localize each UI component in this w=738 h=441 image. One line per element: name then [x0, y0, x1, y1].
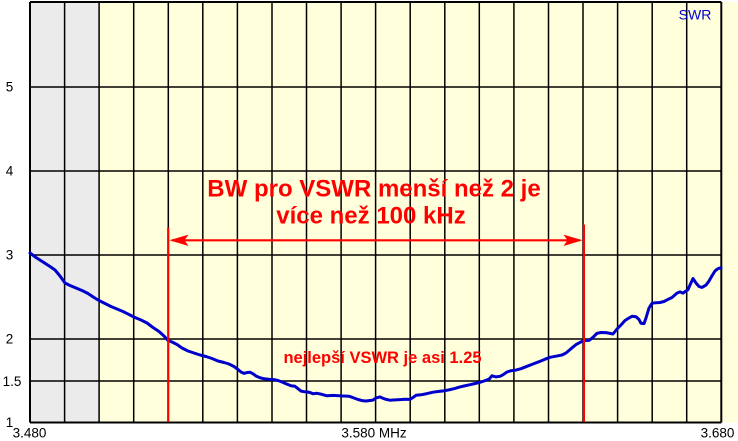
svg-text:1: 1: [6, 415, 14, 430]
svg-text:1.5: 1.5: [3, 374, 22, 389]
svg-text:5: 5: [6, 80, 14, 95]
svg-text:3.580 MHz: 3.580 MHz: [341, 426, 407, 441]
svg-text:3.480: 3.480: [13, 426, 47, 441]
svg-text:3: 3: [6, 248, 14, 263]
svg-text:4: 4: [6, 164, 14, 179]
svg-text:BW pro VSWR menší než 2 je: BW pro VSWR menší než 2 je: [207, 176, 540, 203]
svg-text:3.680: 3.680: [701, 426, 735, 441]
svg-text:nejlepší VSWR je asi 1.25: nejlepší VSWR je asi 1.25: [283, 349, 481, 367]
svg-text:SWR: SWR: [679, 7, 712, 23]
svg-text:2: 2: [6, 332, 14, 347]
svg-text:více než 100 kHz: více než 100 kHz: [276, 203, 465, 230]
